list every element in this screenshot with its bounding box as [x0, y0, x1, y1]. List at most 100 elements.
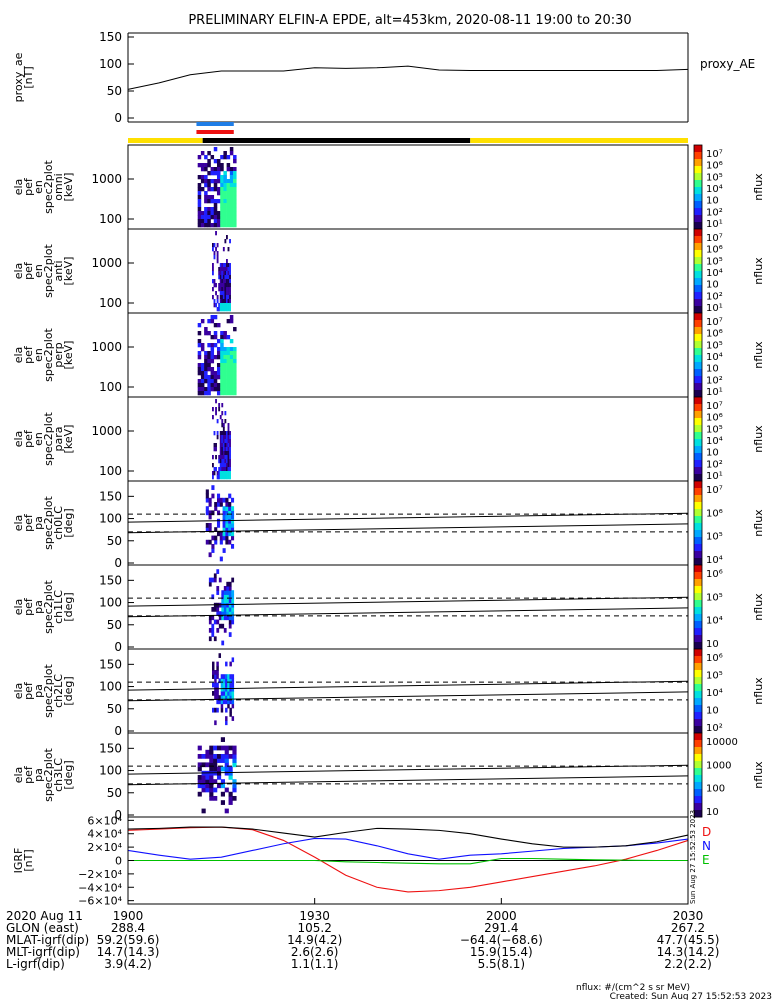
spec_pa_ch3-cell	[217, 767, 221, 772]
spec_en_omni-cell	[198, 191, 202, 195]
spec_pa_ch1-cell	[216, 620, 219, 625]
spec_en_omni-cell	[230, 195, 234, 199]
spec_en_omni-cell	[223, 155, 227, 159]
spec_en_para-cell	[228, 423, 230, 427]
spec_en_perp-cell	[223, 359, 227, 363]
spec_en_perp-cell	[204, 327, 208, 331]
spec_pa_ch2-cell	[232, 657, 234, 662]
spec_pa_ch3-cell	[221, 767, 225, 772]
spec_en_para-cell	[229, 431, 231, 435]
spec_en_para-cell	[214, 471, 216, 475]
spec_pa_ch1-ytick-label: 0	[114, 640, 122, 654]
spec_en_omni-colorbar-cell	[694, 149, 702, 153]
spec_pa_ch2-cell	[229, 662, 231, 667]
spec_en_omni-cell	[230, 167, 234, 171]
spec_en_omni-cell	[233, 215, 237, 219]
spec_pa_ch0-colorbar-cell	[694, 485, 702, 489]
spec_pa_ch0-cell	[228, 494, 231, 499]
spec_en_perp-cell	[223, 387, 227, 391]
spec_en_perp-cell	[204, 351, 208, 355]
spec_en_anti-cell	[217, 299, 219, 303]
spec_en_perp-colorbar-tick: 10⁴	[706, 352, 723, 363]
spec_pa_ch1-colorbar-cell	[694, 628, 702, 632]
proxy-ae-ytick-label: 0	[114, 111, 122, 125]
spec_en_omni-cell	[220, 223, 224, 227]
spec_en_anti-cell	[229, 279, 231, 283]
spec_en_perp-cell	[220, 383, 224, 387]
spec_en_perp-cell	[220, 387, 224, 391]
spec_en_omni-cell	[233, 155, 237, 159]
spec_en_perp-cell	[198, 391, 202, 395]
spec_en_perp-ylabel-line: [keV]	[62, 341, 75, 370]
spec_en_anti-cell	[229, 287, 231, 291]
spec_pa_ch3-cell	[205, 783, 209, 788]
spec_en_perp-cell	[220, 375, 224, 379]
spec_en_anti-cell	[212, 271, 214, 275]
spec_pa_ch3-cell	[217, 758, 221, 763]
spec_en_perp-cell	[233, 363, 237, 367]
spec_en_omni-cell	[217, 159, 221, 163]
spec_pa_ch1-cell	[221, 624, 224, 629]
spec_en_para-cell	[220, 415, 222, 419]
spec_pa_ch2-cell	[219, 653, 221, 658]
spec_pa_ch3-cell	[205, 775, 209, 780]
spec_en_omni-cell	[217, 163, 221, 167]
proxy-ae-legend: proxy_AE	[700, 57, 755, 71]
spec_en_anti-colorbar-tick: 10⁶	[706, 245, 723, 256]
spec_pa_ch0-colorbar-cell	[694, 495, 702, 499]
spec_pa_ch2-cell	[229, 708, 231, 713]
spec_en_omni-cell	[230, 187, 234, 191]
spec_pa_ch2-colorbar-tick: 10²	[706, 723, 723, 734]
spec_en_para-colorbar-cell	[694, 411, 702, 415]
spec_en_perp-cell	[223, 371, 227, 375]
spec_en_perp-cell	[220, 347, 224, 351]
spec_en_omni-cell	[220, 195, 224, 199]
spec_pa_ch1-ytick-label: 100	[99, 596, 122, 610]
spec_en_omni-cell	[201, 151, 205, 155]
spec_en_omni-cell	[201, 163, 205, 167]
spec_pa_ch3-cell	[209, 754, 213, 759]
spec_pa_ch1-colorbar-cell	[694, 590, 702, 594]
spec_pa_ch2-colorbar-cell	[694, 656, 702, 660]
spec_en_omni-cell	[214, 167, 218, 171]
spec_pa_ch2-colorbar-cell	[694, 653, 702, 657]
spec_en_perp-cell	[227, 351, 231, 355]
spec_en_omni-cell	[198, 163, 202, 167]
spec_pa_ch0-cell	[206, 498, 209, 503]
spec_en_perp-cell	[211, 383, 215, 387]
spec_en_omni-cell	[220, 215, 224, 219]
panel-proxy-ae: 150100500proxy_ae[nT]proxy_AE	[12, 30, 755, 125]
spec_en_perp-cell	[217, 351, 221, 355]
spec_en_perp-cell	[233, 351, 237, 355]
spec_pa_ch0-cell	[211, 485, 214, 490]
spec_pa_ch1-colorbar-tick: 10⁵	[706, 592, 723, 603]
spec_en_omni-cell	[214, 199, 218, 203]
spec_pa_ch1-cell	[229, 603, 232, 608]
spec_en_para-colorbar-cell	[694, 422, 702, 426]
spec_pa_ch3-ytick-label: 100	[99, 764, 122, 778]
spec_en_omni-colorbar-cell	[694, 159, 702, 163]
spec_en_omni-cell	[220, 211, 224, 215]
spec_en_para-cell	[212, 415, 214, 419]
spec_en_perp-cells	[198, 315, 237, 395]
spec_en_para-colorbar-cell	[694, 471, 702, 475]
spec_en_para-colorbar-cell	[694, 474, 702, 478]
igrf-series-N	[128, 838, 688, 859]
spec_pa_ch1-cell	[231, 603, 234, 608]
spec_en_para-colorbar-label: nflux	[752, 425, 765, 453]
spec_pa_ch0-ylabel-line: [deg]	[62, 508, 75, 537]
spec_en_perp-colorbar-cell	[694, 390, 702, 394]
spec_pa_ch0-cell	[217, 498, 220, 503]
spec_en_perp-cell	[230, 363, 234, 367]
spec_pa_ch0-cell	[223, 519, 226, 524]
spec_en_omni-cell	[207, 151, 211, 155]
panel-spec_pa_ch2: 150100500elapefpaspec2plotch2LC[deg]10⁶1…	[12, 649, 765, 738]
igrf-side-label: Sun Aug 27 15:52:53 2023	[689, 810, 697, 904]
spec_pa_ch1-colorbar-cell	[694, 597, 702, 601]
spec_en_para-cell	[229, 459, 231, 463]
spec_en_omni-cell	[201, 179, 205, 183]
spec_en_omni-cell	[217, 199, 221, 203]
spec_pa_ch1-cell	[221, 641, 224, 646]
spec_en_omni-cell	[211, 179, 215, 183]
spec_en_perp-cell	[198, 331, 202, 335]
